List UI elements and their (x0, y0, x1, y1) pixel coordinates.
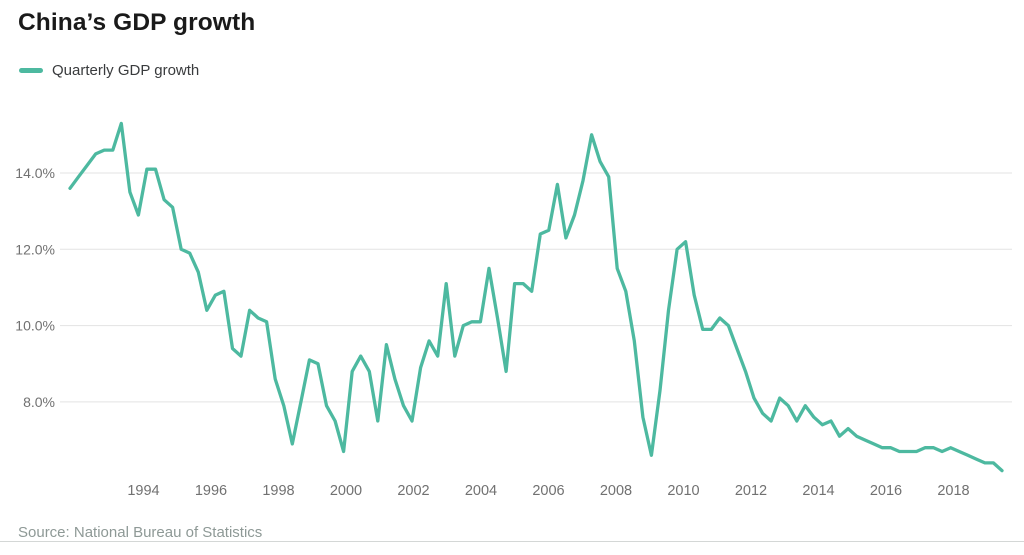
y-axis-tick-label: 8.0% (23, 394, 55, 410)
x-axis-tick-label: 2014 (802, 483, 834, 499)
x-axis-tick-label: 1996 (195, 483, 227, 499)
x-axis-tick-label: 1998 (262, 483, 294, 499)
gridlines: 8.0% 10.0% 12.0% 14.0% (15, 165, 1012, 410)
x-axis-tick-label: 2018 (937, 483, 969, 499)
y-axis-tick-label: 10.0% (15, 318, 55, 334)
legend: Quarterly GDP growth (19, 62, 199, 79)
gdp-growth-line-series (68, 121, 1004, 473)
x-axis-tick-label: 2006 (532, 483, 564, 499)
x-axis-tick-label: 2004 (465, 483, 497, 499)
legend-label: Quarterly GDP growth (52, 62, 200, 79)
x-axis-labels: 1994 1996 1998 2000 2002 2004 2006 2008 2010 2012… (127, 483, 969, 499)
x-axis-tick-label: 2010 (667, 483, 699, 499)
x-axis-tick-label: 2008 (600, 483, 632, 499)
y-axis-tick-label: 14.0% (15, 165, 55, 181)
footer-divider (0, 541, 1024, 542)
y-axis-tick-label: 12.0% (15, 241, 55, 257)
x-axis-tick-label: 2000 (330, 483, 362, 499)
x-axis-tick-label: 1994 (127, 483, 159, 499)
x-axis-tick-label: 2016 (870, 483, 902, 499)
legend-line-swatch-icon (19, 68, 43, 73)
x-axis-tick-label: 2002 (397, 483, 429, 499)
chart-title: China’s GDP growth (18, 9, 256, 36)
legend-item-quarterly-gdp-growth[interactable]: Quarterly GDP growth (19, 62, 199, 79)
x-axis-tick-label: 2012 (735, 483, 767, 499)
source-attribution: Source: National Bureau of Statistics (18, 524, 263, 541)
